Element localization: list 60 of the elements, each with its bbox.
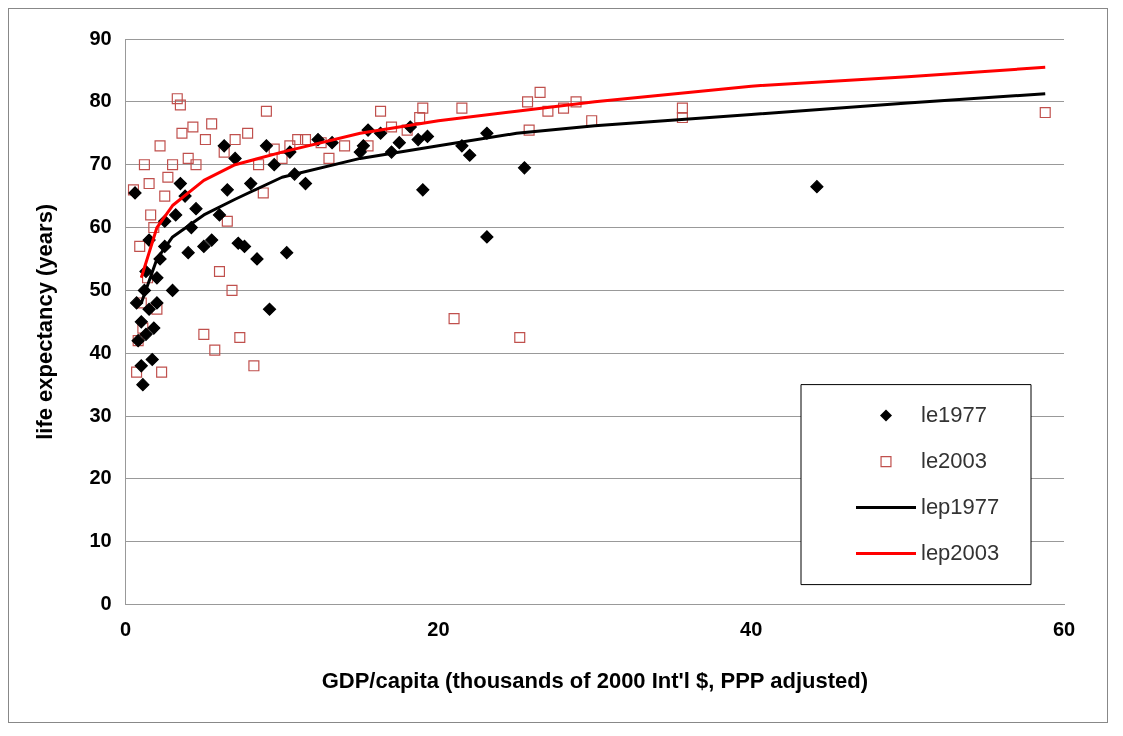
y-tick-label: 50 <box>89 277 112 300</box>
y-tick-label: 70 <box>89 152 112 175</box>
point <box>244 176 258 191</box>
point <box>237 239 252 253</box>
point <box>259 139 273 153</box>
point <box>228 151 242 165</box>
point <box>267 158 281 172</box>
point <box>142 302 156 316</box>
y-tick-label: 30 <box>89 403 112 426</box>
point <box>197 239 211 253</box>
point <box>129 296 144 310</box>
y-tick-label: 0 <box>100 592 112 615</box>
legend-label: le2003 <box>921 447 988 473</box>
y-tick-label: 10 <box>89 529 112 552</box>
y-axis-title: life expectancy (years) <box>32 203 58 440</box>
point <box>139 327 153 341</box>
y-tick-label: 80 <box>89 89 112 112</box>
y-tick-label: 90 <box>89 26 112 49</box>
point <box>480 230 494 244</box>
point <box>217 139 231 153</box>
point <box>205 233 219 247</box>
point <box>145 352 159 367</box>
point <box>392 136 406 150</box>
x-tick-label: 60 <box>1052 618 1076 641</box>
y-tick-label: 60 <box>89 215 112 238</box>
point <box>262 302 277 316</box>
point <box>463 148 477 162</box>
point <box>220 183 234 197</box>
point <box>169 208 183 222</box>
point <box>147 321 161 335</box>
point <box>150 271 164 285</box>
x-tick-label: 20 <box>427 618 450 641</box>
y-tick-label: 40 <box>89 340 112 363</box>
x-tick-label: 0 <box>120 618 132 641</box>
point <box>416 183 430 197</box>
x-axis-title: GDP/capita (thousands of 2000 Int'l $, PPP adjusted) <box>321 667 869 693</box>
point <box>181 246 195 260</box>
point <box>356 139 370 153</box>
point <box>480 126 494 140</box>
point <box>810 180 824 194</box>
point <box>128 186 142 200</box>
point <box>298 176 313 191</box>
point <box>420 129 435 144</box>
point <box>189 202 203 216</box>
point <box>150 296 164 310</box>
point <box>173 176 187 191</box>
point <box>250 252 264 266</box>
point <box>134 315 148 329</box>
point <box>280 246 294 260</box>
point <box>411 132 425 147</box>
y-tick-label: 20 <box>89 466 112 489</box>
legend-label: lep1977 <box>921 493 1000 519</box>
legend-label: le1977 <box>921 401 988 427</box>
point <box>136 378 150 392</box>
point <box>134 359 148 373</box>
x-tick-label: 40 <box>740 618 763 641</box>
point <box>212 208 227 222</box>
legend-label: lep2003 <box>921 539 1000 565</box>
point <box>517 161 532 175</box>
point <box>165 283 180 297</box>
